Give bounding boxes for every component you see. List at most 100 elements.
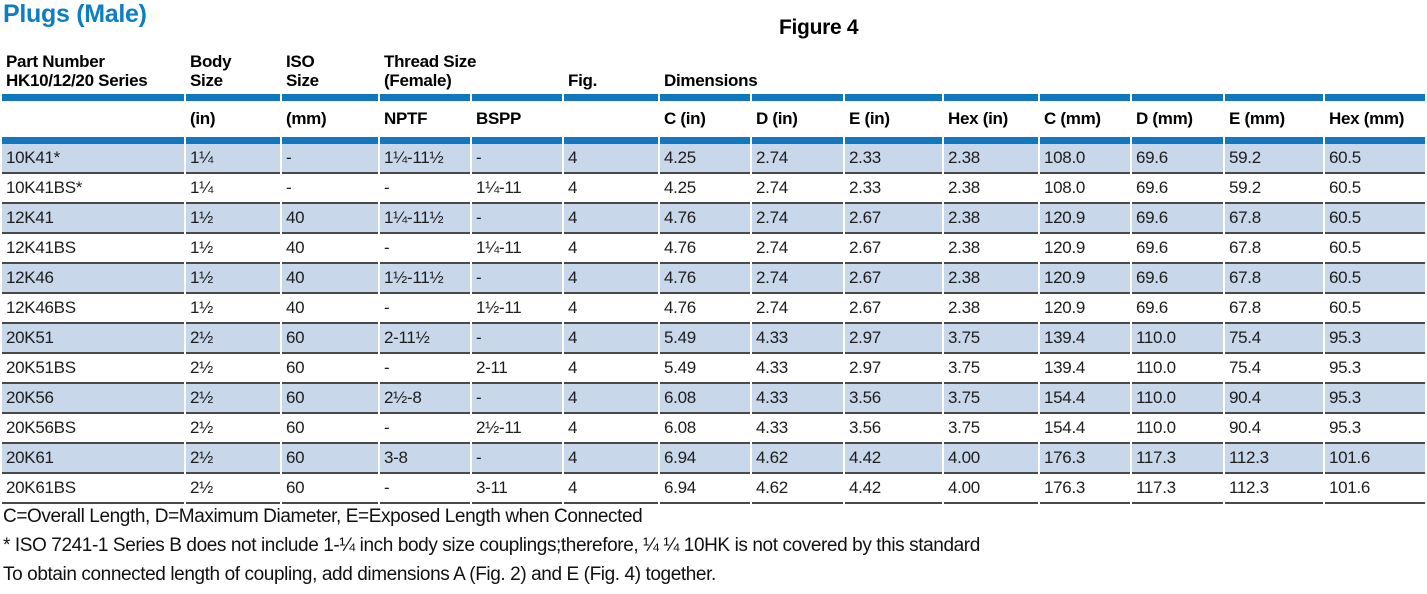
table-cell: 3.56 bbox=[845, 414, 942, 444]
table-cell: 60.5 bbox=[1325, 144, 1426, 174]
table-cell: - bbox=[380, 234, 470, 264]
table-cell: 1½-11½ bbox=[380, 264, 470, 294]
table-cell: 2.67 bbox=[845, 204, 942, 234]
sub-header-cell: C (in) bbox=[664, 109, 706, 128]
footnote-line: To obtain connected length of coupling, … bbox=[3, 564, 716, 585]
table-cell: 1½ bbox=[186, 204, 280, 234]
table-cell: 1¼-11 bbox=[472, 174, 562, 204]
separator-bar-segment bbox=[752, 94, 843, 101]
table-cell: 110.0 bbox=[1132, 384, 1223, 414]
table-cell: 2.38 bbox=[944, 144, 1038, 174]
sub-header-cell: Hex (mm) bbox=[1329, 109, 1405, 128]
table-cell: 69.6 bbox=[1132, 144, 1223, 174]
table-cell: 4.76 bbox=[660, 204, 750, 234]
table-cell: 2.74 bbox=[752, 294, 843, 324]
table-cell: 4.33 bbox=[752, 414, 843, 444]
table-cell: 117.3 bbox=[1132, 474, 1223, 504]
table-cell: 40 bbox=[282, 294, 378, 324]
table-cell: - bbox=[472, 204, 562, 234]
table-cell: 95.3 bbox=[1325, 354, 1426, 384]
table-cell: 3-11 bbox=[472, 474, 562, 504]
part-number-cell: 12K46 bbox=[2, 264, 184, 294]
table-cell: 108.0 bbox=[1040, 174, 1130, 204]
table-cell: 4.33 bbox=[752, 324, 843, 354]
table-cell: 4.76 bbox=[660, 294, 750, 324]
table-cell: 40 bbox=[282, 234, 378, 264]
table-cell: 4.25 bbox=[660, 144, 750, 174]
table-cell: 4 bbox=[564, 384, 658, 414]
table-cell: 67.8 bbox=[1225, 204, 1323, 234]
separator-bar-segment bbox=[944, 137, 1038, 144]
col-header-thread-size: Thread Size (Female) bbox=[384, 51, 477, 90]
table-cell: 4 bbox=[564, 354, 658, 384]
separator-bar-segment bbox=[1225, 94, 1323, 101]
figure-label: Figure 4 bbox=[779, 16, 859, 39]
separator-bar-segment bbox=[282, 137, 378, 144]
table-cell: 2.97 bbox=[845, 354, 942, 384]
table-cell: 4 bbox=[564, 144, 658, 174]
separator-bar-segment bbox=[186, 137, 280, 144]
separator-bar-segment bbox=[564, 94, 658, 101]
separator-bar-segment bbox=[380, 94, 470, 101]
table-cell: - bbox=[472, 144, 562, 174]
part-number-cell: 12K41 bbox=[2, 204, 184, 234]
separator-bar-segment bbox=[472, 94, 562, 101]
table-cell: 139.4 bbox=[1040, 324, 1130, 354]
table-cell: 4.62 bbox=[752, 474, 843, 504]
sub-header-cell: BSPP bbox=[476, 109, 522, 128]
group-header-row: Part Number HK10/12/20 Series Body Size … bbox=[2, 46, 1425, 94]
table-cell: 2.74 bbox=[752, 174, 843, 204]
table-cell: 2½-8 bbox=[380, 384, 470, 414]
plugs-spec-table: Part Number HK10/12/20 Series Body Size … bbox=[0, 46, 1427, 504]
table-cell: 4 bbox=[564, 174, 658, 204]
table-cell: 2.74 bbox=[752, 144, 843, 174]
table-cell: 2-11 bbox=[472, 354, 562, 384]
table-cell: 176.3 bbox=[1040, 474, 1130, 504]
separator-bar-segment bbox=[186, 94, 280, 101]
sub-header-cell bbox=[2, 101, 184, 137]
table-cell: 139.4 bbox=[1040, 354, 1130, 384]
separator-bar-segment bbox=[1325, 137, 1426, 144]
table-cell: 90.4 bbox=[1225, 384, 1323, 414]
table-cell: 3.75 bbox=[944, 414, 1038, 444]
table-cell: 4 bbox=[564, 294, 658, 324]
separator-bar-segment bbox=[660, 137, 750, 144]
table-cell: 2.74 bbox=[752, 234, 843, 264]
table-cell: 67.8 bbox=[1225, 234, 1323, 264]
table-cell: 1¼ bbox=[186, 174, 280, 204]
table-row: 20K61BS 2½ 60-3-11 4 6.94 4.62 4.42 4.00 176.3 11… bbox=[2, 474, 1426, 504]
table-cell: 2.38 bbox=[944, 204, 1038, 234]
col-header-part-number: Part Number HK10/12/20 Series bbox=[6, 51, 148, 90]
table-cell: 60 bbox=[282, 354, 378, 384]
table-cell: 1½ bbox=[186, 294, 280, 324]
table-cell: 120.9 bbox=[1040, 204, 1130, 234]
table-cell: 2.97 bbox=[845, 324, 942, 354]
table-cell: 3.75 bbox=[944, 324, 1038, 354]
table-cell: 4.42 bbox=[845, 474, 942, 504]
separator-bar-segment bbox=[1040, 137, 1130, 144]
table-row: 12K46 1½ 40 1½-11½ -4 4.76 2.74 2.67 2.38 120.9 69… bbox=[2, 264, 1426, 294]
table-cell: 60.5 bbox=[1325, 234, 1426, 264]
table-cell: 1½ bbox=[186, 234, 280, 264]
table-cell: 3.75 bbox=[944, 354, 1038, 384]
table-cell: 4 bbox=[564, 264, 658, 294]
table-cell: 40 bbox=[282, 264, 378, 294]
table-cell: 95.3 bbox=[1325, 414, 1426, 444]
part-number-cell: 10K41BS* bbox=[2, 174, 184, 204]
table-cell: 2.38 bbox=[944, 234, 1038, 264]
table-cell: 4.00 bbox=[944, 444, 1038, 474]
sub-header-cell: (in) bbox=[190, 109, 216, 128]
table-cell: 1¼-11 bbox=[472, 234, 562, 264]
table-cell: 95.3 bbox=[1325, 324, 1426, 354]
table-cell: 2.38 bbox=[944, 174, 1038, 204]
table-cell: 1¼-11½ bbox=[380, 204, 470, 234]
sub-header-cell: E (in) bbox=[849, 109, 890, 128]
table-cell: 101.6 bbox=[1325, 444, 1426, 474]
col-header-fig: Fig. bbox=[568, 70, 598, 90]
sub-header-cell: NPTF bbox=[384, 109, 428, 128]
table-cell: 2½ bbox=[186, 384, 280, 414]
table-cell: 90.4 bbox=[1225, 414, 1323, 444]
separator-bar-segment bbox=[1132, 137, 1223, 144]
table-cell: 4 bbox=[564, 204, 658, 234]
